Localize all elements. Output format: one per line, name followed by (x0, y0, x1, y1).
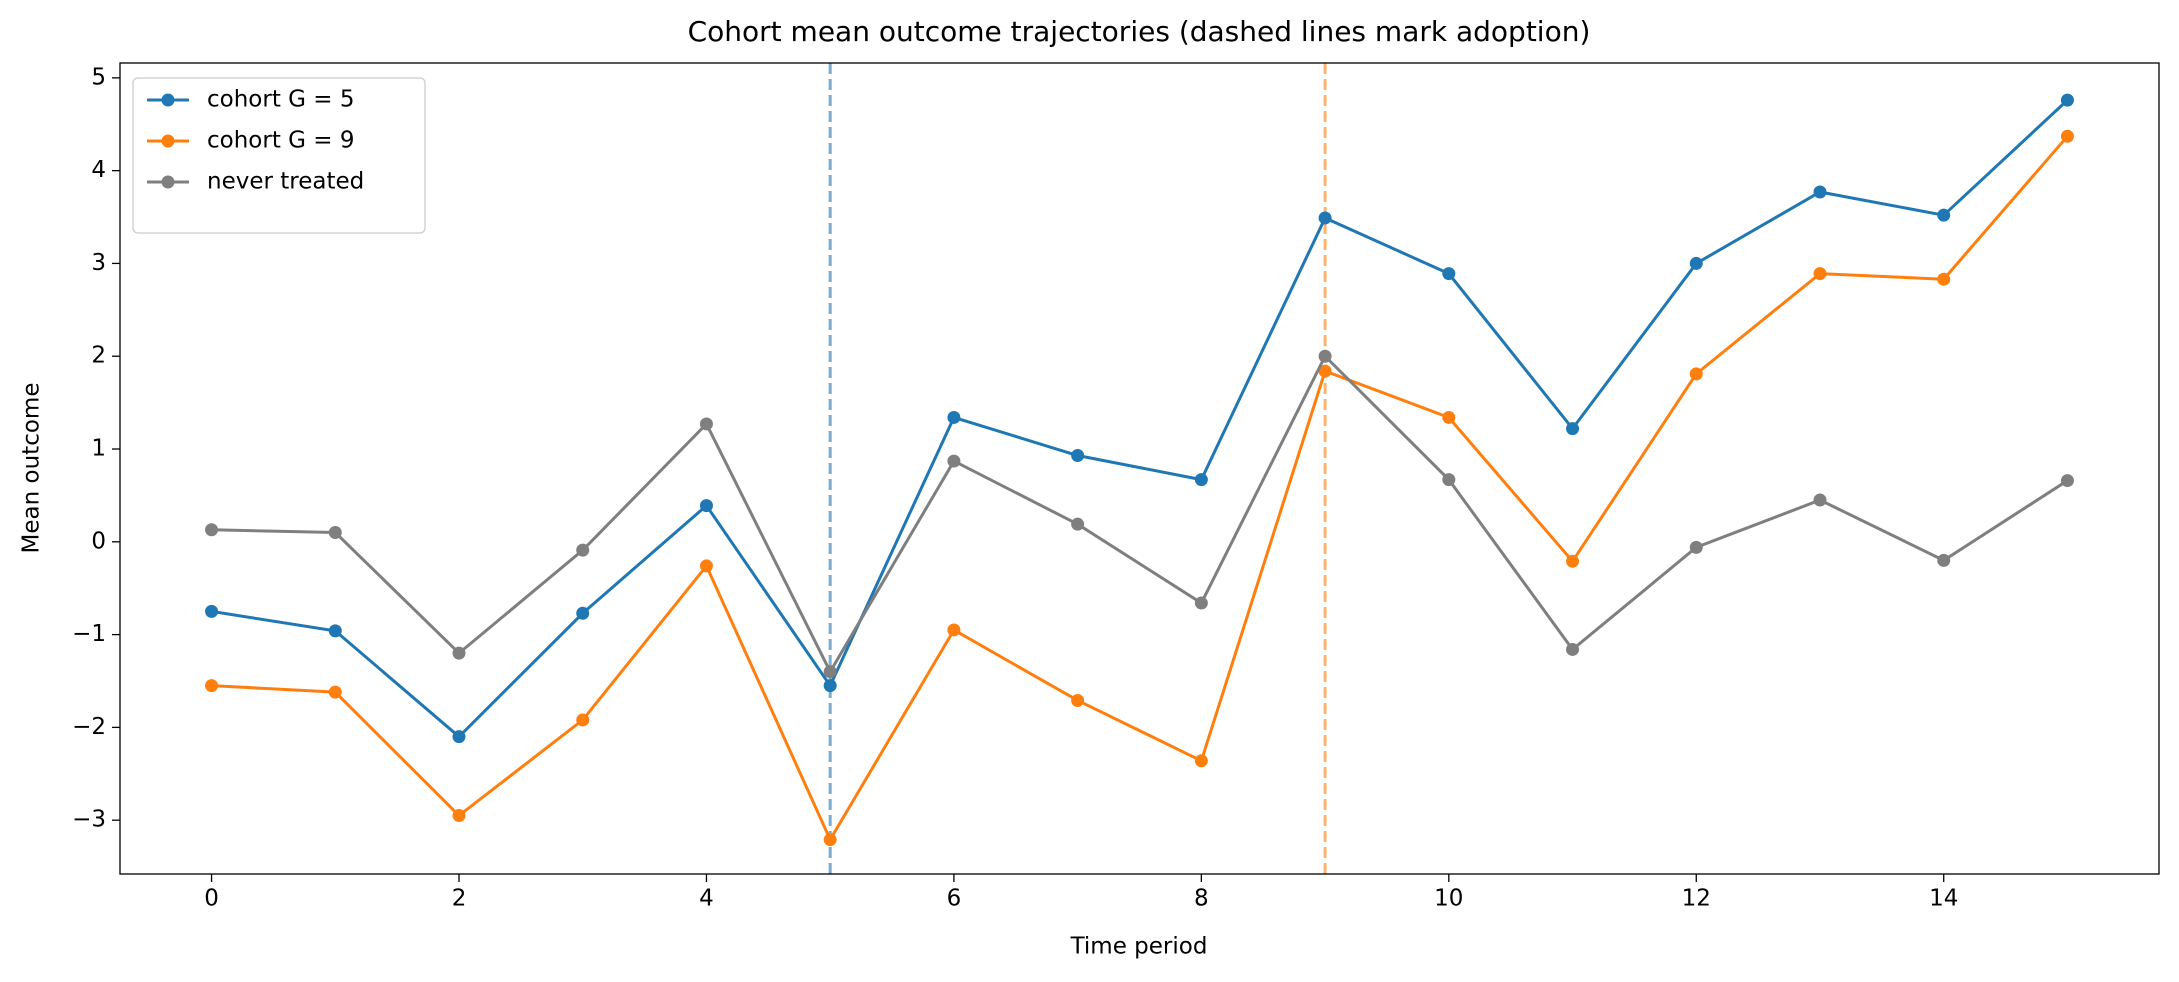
legend-label: never treated (207, 169, 364, 195)
y-tick-label: 3 (91, 250, 106, 276)
data-point (328, 624, 342, 638)
data-point (1318, 349, 1332, 363)
data-point (1937, 553, 1951, 567)
y-tick-label: 1 (91, 436, 106, 462)
x-tick-label: 8 (1194, 886, 1209, 912)
data-point (947, 623, 961, 637)
data-point (1937, 272, 1951, 286)
chart-title: Cohort mean outcome trajectories (dashed… (688, 15, 1591, 48)
data-point (1566, 554, 1580, 568)
data-point (1442, 410, 1456, 424)
data-point (205, 523, 219, 537)
data-point (1937, 208, 1951, 222)
data-point (2060, 474, 2074, 488)
data-point (1318, 211, 1332, 225)
legend-box (132, 77, 426, 234)
y-tick-label: 4 (91, 157, 106, 183)
legend-label: cohort G = 5 (207, 87, 355, 113)
data-point (2060, 93, 2074, 107)
x-axis-label: Time period (1070, 934, 1208, 960)
data-point (947, 410, 961, 424)
y-tick-label: 0 (91, 528, 106, 554)
x-tick-label: 12 (1682, 886, 1711, 912)
data-point (1071, 517, 1085, 531)
data-point (576, 543, 590, 557)
data-point (576, 713, 590, 727)
data-point (1318, 364, 1332, 378)
data-point (452, 730, 466, 744)
data-point (1689, 367, 1703, 381)
y-tick-label: −1 (72, 621, 106, 647)
x-tick-label: 10 (1434, 886, 1463, 912)
x-tick-label: 4 (699, 886, 714, 912)
data-point (699, 559, 713, 573)
data-point (823, 679, 837, 693)
series-line (211, 135, 2069, 843)
data-point (1071, 449, 1085, 463)
data-point (452, 646, 466, 660)
data-point (452, 809, 466, 823)
y-tick-label: 2 (91, 343, 106, 369)
series-line (211, 99, 2069, 739)
data-point (1194, 754, 1208, 768)
data-point (205, 679, 219, 693)
data-point (699, 417, 713, 431)
data-point (328, 526, 342, 540)
data-point (823, 833, 837, 847)
data-point (1071, 693, 1085, 707)
data-point (1442, 267, 1456, 281)
data-point (1813, 185, 1827, 199)
data-point (947, 454, 961, 468)
legend-marker (161, 134, 175, 148)
data-point (1689, 540, 1703, 554)
data-point (1813, 493, 1827, 507)
data-point (1566, 642, 1580, 656)
y-axis-label: Mean outcome (19, 383, 45, 554)
data-point (576, 606, 590, 620)
legend-marker (161, 175, 175, 189)
legend-marker (161, 93, 175, 107)
x-tick-label: 14 (1929, 886, 1958, 912)
data-point (1566, 422, 1580, 436)
data-point (1194, 596, 1208, 610)
data-point (328, 685, 342, 699)
x-tick-label: 2 (452, 886, 467, 912)
legend-label: cohort G = 9 (207, 128, 355, 154)
data-point (1689, 256, 1703, 270)
data-point (823, 665, 837, 679)
plot-frame (119, 62, 2160, 875)
y-tick-label: −3 (72, 807, 106, 833)
y-tick-label: 5 (91, 64, 106, 90)
data-point (205, 604, 219, 618)
y-tick-label: −2 (72, 714, 106, 740)
x-tick-label: 6 (947, 886, 962, 912)
data-point (699, 499, 713, 513)
data-point (2060, 129, 2074, 143)
series-line (211, 353, 2069, 675)
x-tick-label: 0 (204, 886, 219, 912)
data-point (1813, 267, 1827, 281)
data-point (1442, 473, 1456, 487)
data-point (1194, 473, 1208, 487)
